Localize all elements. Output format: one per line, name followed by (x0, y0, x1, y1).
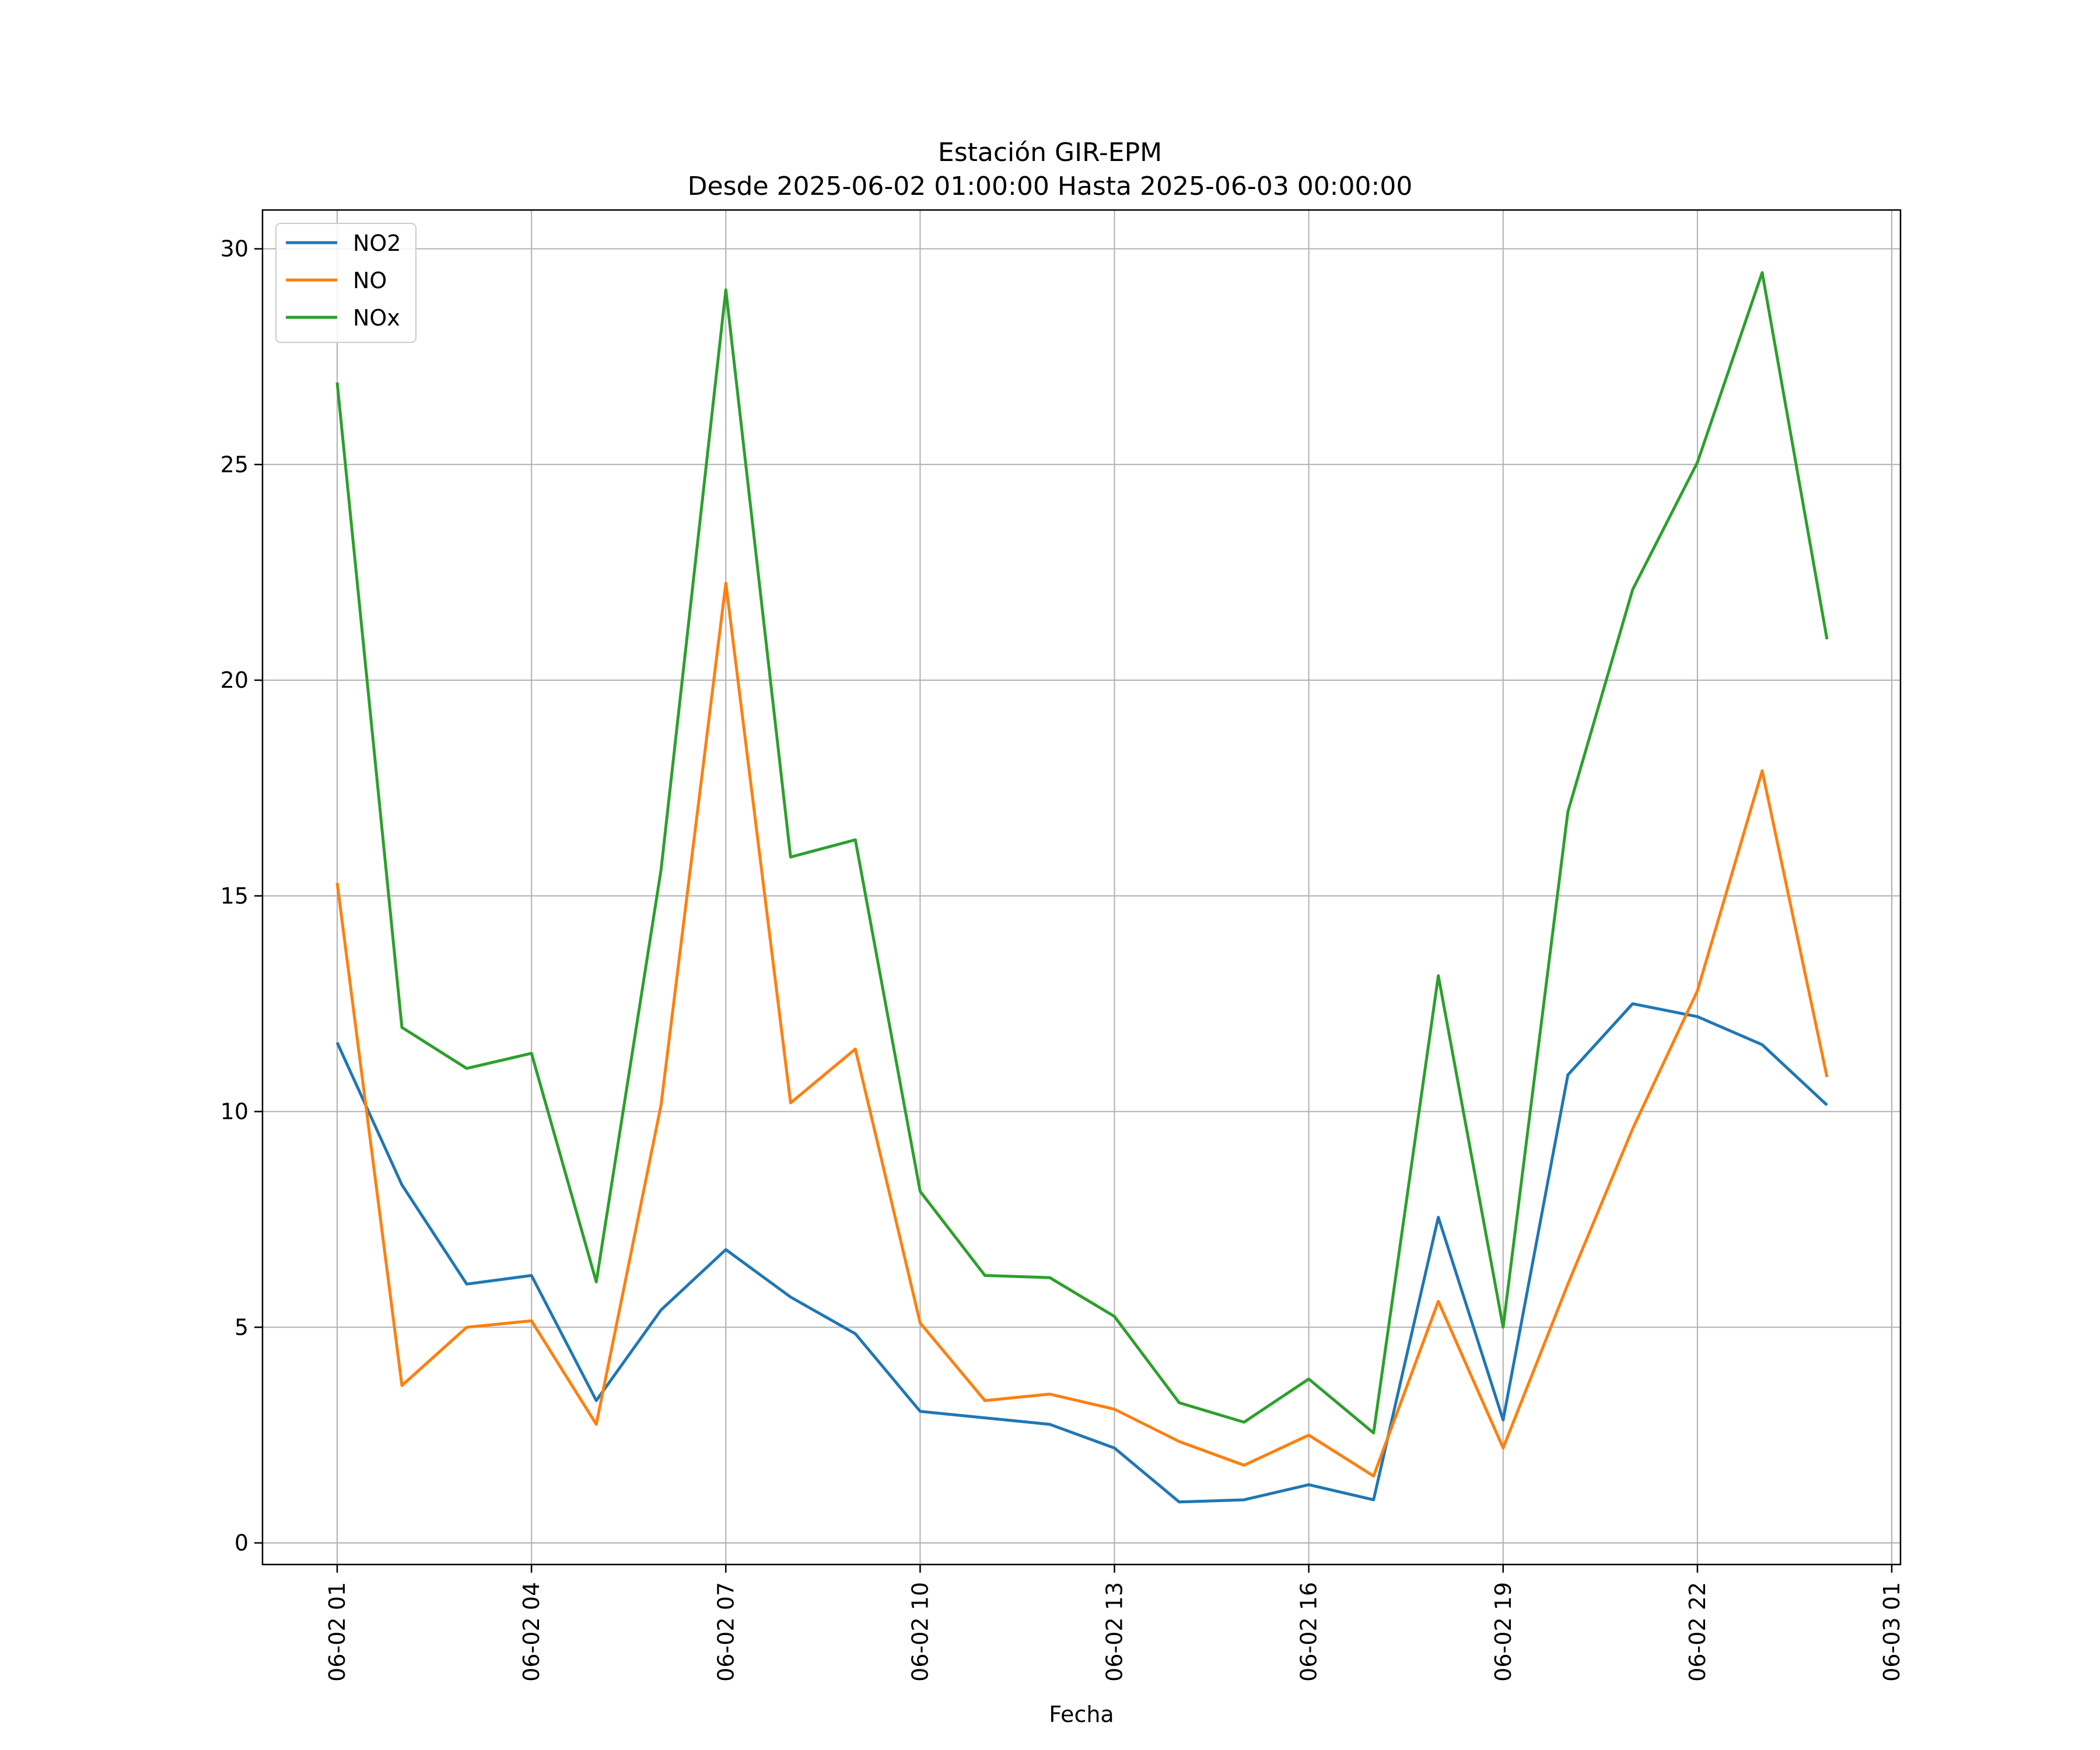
legend-box (275, 223, 416, 343)
legend: NO2 NO NOx (275, 223, 416, 343)
x-tick-label: 06-02 10 (907, 1582, 933, 1682)
y-axis-ticks: 0 5 10 15 20 25 30 (220, 236, 262, 1556)
series-line-nox (335, 271, 1829, 1434)
x-tick-label: 06-02 13 (1102, 1582, 1128, 1682)
y-tick-label: 15 (220, 883, 249, 909)
y-tick-label: 5 (235, 1314, 249, 1340)
x-tick-label: 06-03 01 (1879, 1582, 1905, 1682)
y-tick-label: 25 (220, 452, 249, 477)
x-tick-label: 06-02 19 (1490, 1582, 1516, 1682)
series-line-no (335, 582, 1829, 1478)
legend-label: NO2 (353, 230, 401, 256)
x-tick-label: 06-02 04 (519, 1582, 544, 1682)
y-tick-label: 30 (220, 236, 249, 262)
legend-label: NOx (353, 305, 400, 331)
x-tick-label: 06-02 07 (713, 1582, 738, 1682)
legend-label: NO (353, 268, 387, 293)
series-lines (335, 271, 1829, 1504)
x-axis-label: Fecha (1049, 1702, 1114, 1727)
y-tick-label: 20 (220, 667, 249, 693)
y-tick-label: 10 (220, 1099, 249, 1125)
plot-frame (261, 209, 1902, 1566)
chart-subtitle: Desde 2025-06-02 01:00:00 Hasta 2025-06-… (688, 172, 1413, 201)
chart-title: Estación GIR-EPM (938, 138, 1162, 167)
series-line-no2 (335, 1002, 1828, 1504)
x-tick-label: 06-02 01 (324, 1582, 350, 1682)
y-tick-label: 0 (235, 1530, 249, 1556)
x-tick-label: 06-02 16 (1296, 1582, 1322, 1682)
x-tick-label: 06-02 22 (1685, 1582, 1710, 1682)
grid-lines (262, 210, 1901, 1564)
x-axis-ticks: 06-02 01 06-02 04 06-02 07 06-02 10 06-02 13… (324, 1564, 1905, 1682)
